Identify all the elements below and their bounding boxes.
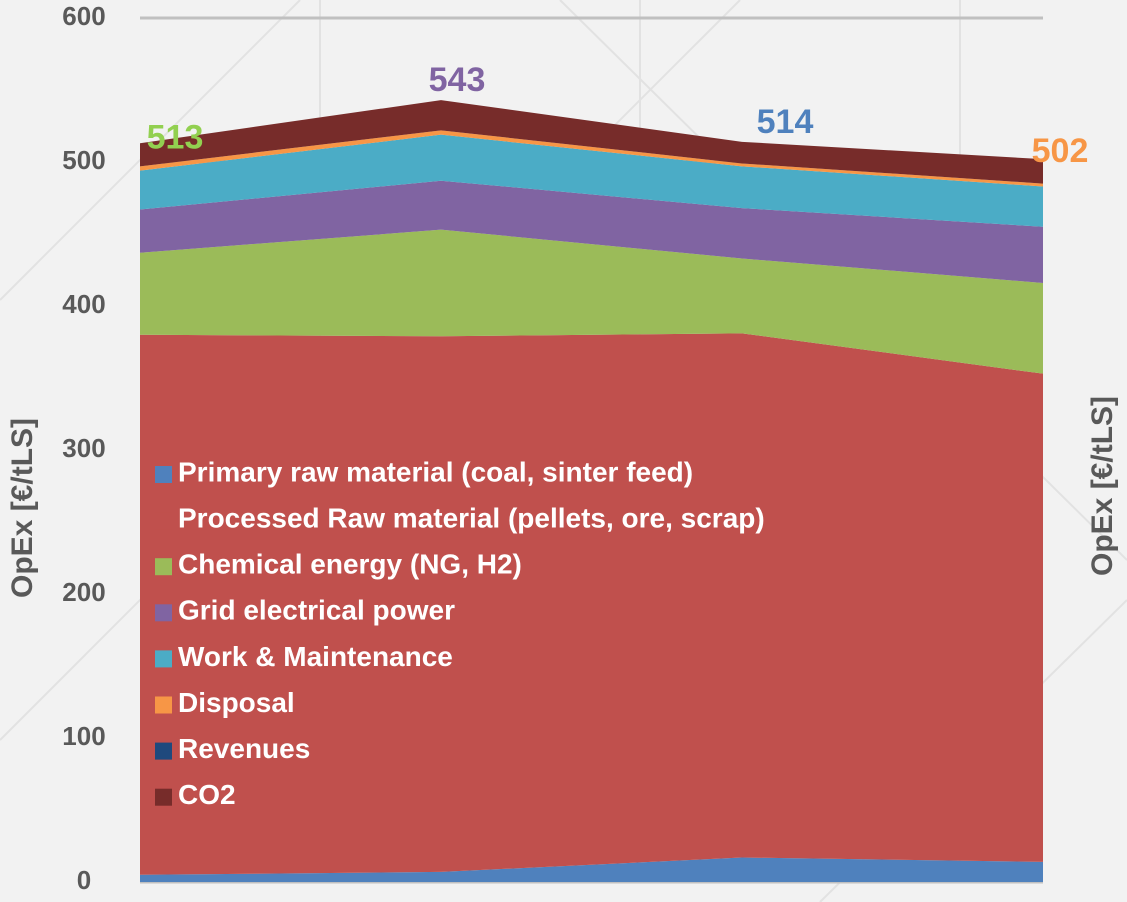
legend-swatch [155, 742, 172, 760]
total-label: 514 [757, 103, 814, 141]
area [140, 100, 1043, 184]
total-label: 513 [147, 118, 204, 156]
legend-label: Work & Maintenance [178, 641, 453, 672]
y-axis-title: OpEx [€/tLS] [6, 418, 39, 598]
y-tick-label: 0 [77, 865, 91, 895]
y-tick-label: 400 [62, 289, 105, 319]
legend-label: Chemical energy (NG, H2) [178, 549, 522, 580]
legend-swatch [155, 466, 172, 483]
legend-swatch [155, 604, 172, 622]
total-label: 502 [1032, 132, 1089, 170]
legend-label: Grid electrical power [178, 595, 455, 626]
area [140, 180, 1043, 283]
legend-swatch [155, 788, 172, 806]
area [140, 857, 1043, 882]
area [140, 333, 1043, 875]
area [140, 134, 1043, 227]
legend-swatch [155, 558, 172, 576]
legend-swatch [155, 650, 172, 668]
area [140, 229, 1043, 374]
y-tick-label: 300 [62, 433, 105, 463]
legend-label: Primary raw material (coal, sinter feed) [178, 456, 693, 487]
legend-label: Processed Raw material (pellets, ore, sc… [178, 502, 765, 533]
legend-label: CO2 [178, 779, 236, 810]
y2-axis-title: OpEx [€/tLS] [1086, 396, 1119, 576]
total-label: 543 [429, 61, 486, 99]
legend-swatch [155, 512, 172, 530]
y-tick-label: 100 [62, 721, 105, 751]
legend-label: Disposal [178, 687, 295, 718]
y-tick-label: 500 [62, 145, 105, 175]
y-tick-label: 600 [62, 1, 105, 31]
legend-swatch [155, 696, 172, 714]
legend-label: Revenues [178, 733, 310, 764]
y-tick-label: 200 [62, 577, 105, 607]
